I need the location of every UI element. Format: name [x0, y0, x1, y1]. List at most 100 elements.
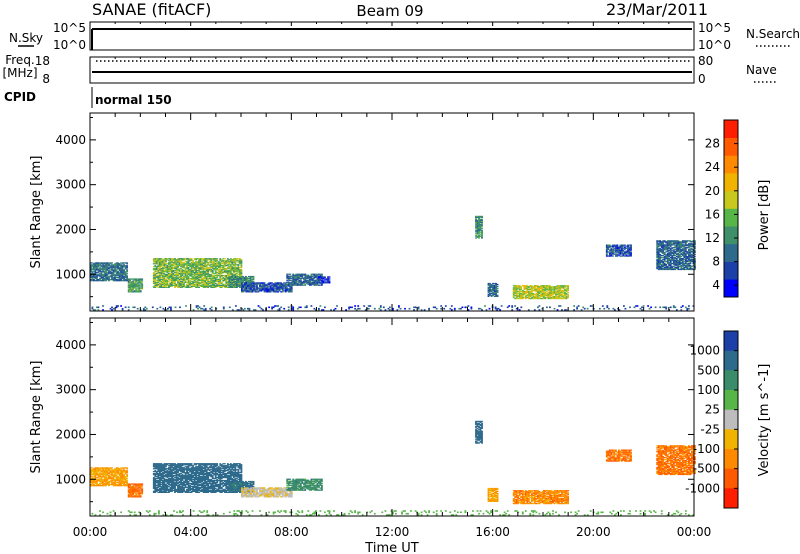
velocity-cell	[123, 479, 125, 481]
power-cell	[694, 263, 696, 266]
power-cell	[234, 267, 237, 269]
power-cell	[195, 277, 197, 280]
power-cell	[114, 265, 116, 267]
power-cell	[662, 246, 665, 248]
velocity-cell	[93, 474, 95, 476]
power-cell	[165, 285, 167, 287]
power-cell	[210, 278, 213, 281]
power-cell	[315, 309, 317, 311]
power-cell	[246, 277, 249, 280]
power-cell	[549, 296, 551, 299]
power-cell	[103, 275, 106, 277]
power-cell	[121, 277, 124, 279]
velocity-cell	[114, 474, 116, 476]
power-cell	[627, 252, 629, 254]
power-cell	[333, 309, 335, 311]
power-cell	[195, 281, 197, 284]
power-cell	[202, 277, 205, 280]
power-cell	[245, 290, 248, 292]
power-cell	[675, 262, 678, 265]
power-cell	[561, 292, 563, 294]
power-cell	[232, 271, 235, 273]
velocity-cell	[130, 494, 133, 496]
power-cell	[524, 296, 527, 299]
power-cell	[533, 296, 536, 299]
power-cell	[228, 267, 231, 269]
power-cell	[286, 288, 289, 290]
power-cell	[168, 260, 170, 262]
power-cell	[166, 266, 169, 268]
power-cell	[195, 269, 197, 271]
power-cell	[674, 255, 677, 257]
velocity-cell	[96, 479, 98, 481]
nsearch-label: N.Search	[746, 27, 800, 41]
velocity-cell	[99, 478, 101, 480]
power-cell	[252, 276, 255, 279]
power-cell	[280, 286, 283, 288]
power-cell	[231, 270, 234, 272]
velocity-cell	[117, 476, 119, 478]
power-cell	[671, 258, 674, 261]
velocity-cell	[102, 473, 104, 475]
velocity-cell	[109, 468, 112, 470]
power-cell	[284, 290, 287, 292]
power-cell	[177, 261, 179, 263]
power-cell	[292, 306, 295, 309]
power-cell	[229, 279, 232, 282]
power-cell	[413, 309, 415, 311]
power-cell	[272, 283, 275, 285]
power-cell	[205, 271, 208, 274]
power-cell	[527, 309, 530, 311]
power-cell	[135, 283, 138, 285]
power-cell	[183, 271, 185, 274]
power-cell	[628, 249, 631, 251]
power-cell	[619, 250, 622, 252]
power-cell	[683, 262, 686, 265]
power-cell	[229, 284, 232, 286]
freq-label-line1: Freq.	[5, 53, 35, 67]
power-cell	[535, 296, 538, 299]
power-cell	[668, 267, 671, 270]
power-cell	[211, 266, 214, 268]
power-cell	[204, 268, 207, 270]
velocity-cell	[136, 496, 139, 498]
power-cell	[225, 277, 228, 280]
velocity-cell	[126, 478, 128, 480]
power-cell	[612, 255, 614, 257]
power-cell	[118, 270, 121, 272]
power-cell	[239, 262, 241, 264]
power-cell	[214, 277, 217, 280]
power-cell	[162, 272, 164, 275]
power-cell	[169, 269, 172, 271]
power-cell	[214, 265, 217, 267]
power-cell	[155, 259, 158, 261]
velocity-cell	[141, 490, 144, 492]
velocity-cell	[124, 485, 127, 487]
power-cell	[248, 285, 251, 287]
power-cell	[674, 261, 677, 264]
power-cell	[278, 289, 281, 291]
power-cell	[485, 309, 488, 311]
power-cell	[226, 277, 229, 280]
power-cell	[668, 261, 671, 264]
power-cell	[692, 250, 695, 252]
nave-label: Nave	[746, 63, 777, 77]
power-cell	[562, 291, 565, 293]
power-cell	[121, 275, 124, 277]
power-cell	[671, 250, 674, 252]
power-cell	[207, 273, 210, 276]
nsearch-tick-bottom: 10^0	[698, 38, 731, 52]
power-cell	[232, 269, 235, 271]
power-cell	[478, 224, 480, 226]
velocity-cell	[138, 493, 141, 495]
power-cell	[686, 263, 689, 266]
power-cell	[692, 305, 695, 307]
power-cell	[675, 267, 678, 270]
power-cell	[527, 297, 530, 300]
power-cell	[398, 305, 400, 307]
power-cell	[208, 280, 211, 283]
power-cell	[129, 290, 132, 292]
power-cell	[187, 271, 190, 273]
power-cell	[684, 268, 687, 271]
power-cell	[496, 291, 499, 293]
